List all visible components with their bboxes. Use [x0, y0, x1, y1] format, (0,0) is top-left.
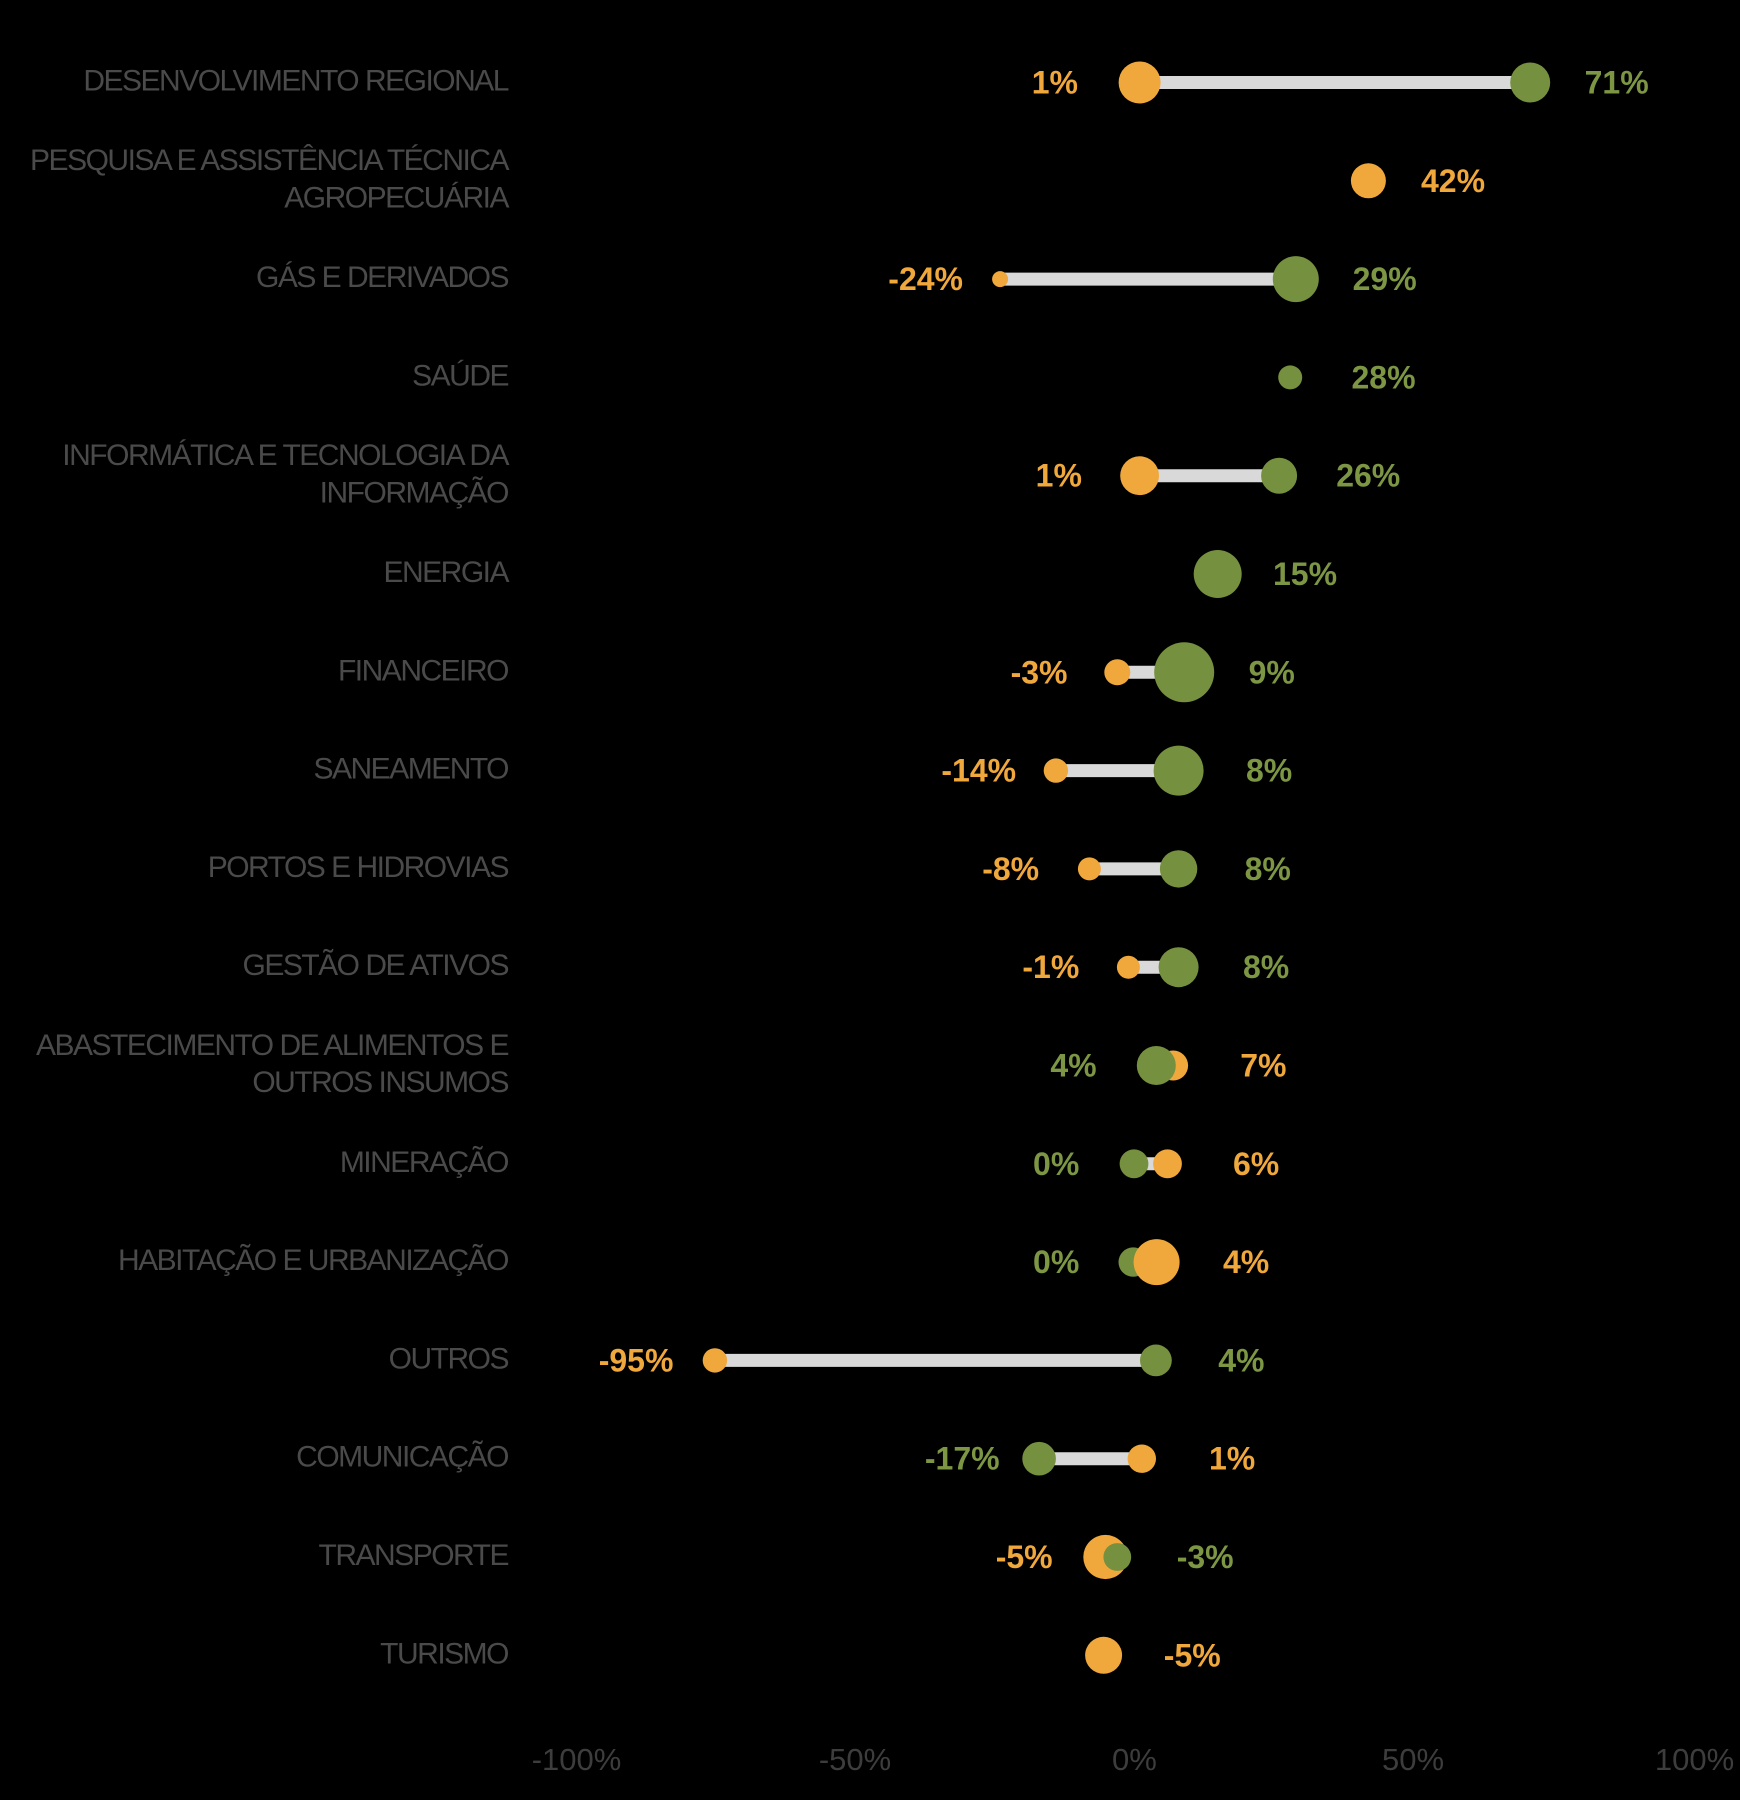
- svg-text:0%: 0%: [1112, 1742, 1157, 1777]
- svg-text:OUTROS: OUTROS: [389, 1342, 509, 1375]
- svg-text:9%: 9%: [1249, 654, 1295, 690]
- svg-text:HABITAÇÃO E URBANIZAÇÃO: HABITAÇÃO E URBANIZAÇÃO: [118, 1243, 508, 1277]
- svg-text:SANEAMENTO: SANEAMENTO: [314, 753, 509, 786]
- svg-text:INFORMÁTICA E TECNOLOGIA DA: INFORMÁTICA E TECNOLOGIA DA: [62, 439, 509, 472]
- svg-text:-5%: -5%: [1164, 1637, 1221, 1673]
- svg-text:-8%: -8%: [982, 851, 1039, 887]
- svg-text:-14%: -14%: [941, 753, 1016, 789]
- svg-text:DESENVOLVIMENTO REGIONAL: DESENVOLVIMENTO REGIONAL: [83, 65, 508, 98]
- svg-text:PORTOS E HIDROVIAS: PORTOS E HIDROVIAS: [208, 851, 509, 884]
- svg-text:TURISMO: TURISMO: [380, 1637, 508, 1670]
- svg-text:ENERGIA: ENERGIA: [383, 556, 509, 589]
- svg-text:-3%: -3%: [1177, 1539, 1234, 1575]
- svg-text:-5%: -5%: [996, 1539, 1053, 1575]
- svg-text:OUTROS INSUMOS: OUTROS INSUMOS: [252, 1066, 508, 1099]
- svg-text:6%: 6%: [1233, 1146, 1279, 1182]
- svg-text:-1%: -1%: [1022, 949, 1079, 985]
- svg-text:15%: 15%: [1273, 556, 1337, 592]
- svg-text:COMUNICAÇÃO: COMUNICAÇÃO: [296, 1440, 508, 1474]
- svg-text:FINANCEIRO: FINANCEIRO: [338, 654, 508, 687]
- svg-text:GÁS E DERIVADOS: GÁS E DERIVADOS: [256, 261, 509, 294]
- svg-text:0%: 0%: [1033, 1146, 1079, 1182]
- svg-text:8%: 8%: [1245, 851, 1291, 887]
- svg-text:-24%: -24%: [888, 261, 963, 297]
- svg-text:1%: 1%: [1032, 65, 1078, 101]
- svg-text:SAÚDE: SAÚDE: [412, 359, 508, 392]
- svg-text:1%: 1%: [1036, 458, 1082, 494]
- svg-text:100%: 100%: [1655, 1742, 1734, 1777]
- svg-text:71%: 71%: [1585, 65, 1649, 101]
- svg-text:ABASTECIMENTO DE ALIMENTOS E: ABASTECIMENTO DE ALIMENTOS E: [36, 1029, 509, 1062]
- svg-text:8%: 8%: [1243, 949, 1289, 985]
- svg-text:4%: 4%: [1223, 1244, 1269, 1280]
- svg-text:1%: 1%: [1209, 1441, 1255, 1477]
- svg-text:8%: 8%: [1246, 753, 1292, 789]
- svg-text:AGROPECUÁRIA: AGROPECUÁRIA: [284, 182, 509, 215]
- svg-text:-95%: -95%: [599, 1342, 674, 1378]
- svg-text:-3%: -3%: [1011, 654, 1068, 690]
- svg-text:42%: 42%: [1421, 163, 1485, 199]
- svg-text:-17%: -17%: [925, 1441, 1000, 1477]
- svg-text:7%: 7%: [1240, 1048, 1286, 1084]
- svg-text:GESTÃO DE ATIVOS: GESTÃO DE ATIVOS: [242, 948, 508, 982]
- svg-text:MINERAÇÃO: MINERAÇÃO: [340, 1145, 508, 1179]
- svg-text:4%: 4%: [1050, 1048, 1096, 1084]
- svg-text:0%: 0%: [1033, 1244, 1079, 1280]
- svg-text:-100%: -100%: [532, 1742, 622, 1777]
- svg-text:4%: 4%: [1218, 1342, 1264, 1378]
- svg-text:29%: 29%: [1353, 261, 1417, 297]
- svg-text:26%: 26%: [1336, 458, 1400, 494]
- svg-text:INFORMAÇÃO: INFORMAÇÃO: [320, 475, 509, 509]
- svg-text:PESQUISA E ASSISTÊNCIA TÉCNICA: PESQUISA E ASSISTÊNCIA TÉCNICA: [30, 144, 509, 177]
- svg-text:-50%: -50%: [819, 1742, 891, 1777]
- svg-text:TRANSPORTE: TRANSPORTE: [319, 1539, 509, 1572]
- svg-text:50%: 50%: [1382, 1742, 1444, 1777]
- svg-text:28%: 28%: [1352, 359, 1416, 395]
